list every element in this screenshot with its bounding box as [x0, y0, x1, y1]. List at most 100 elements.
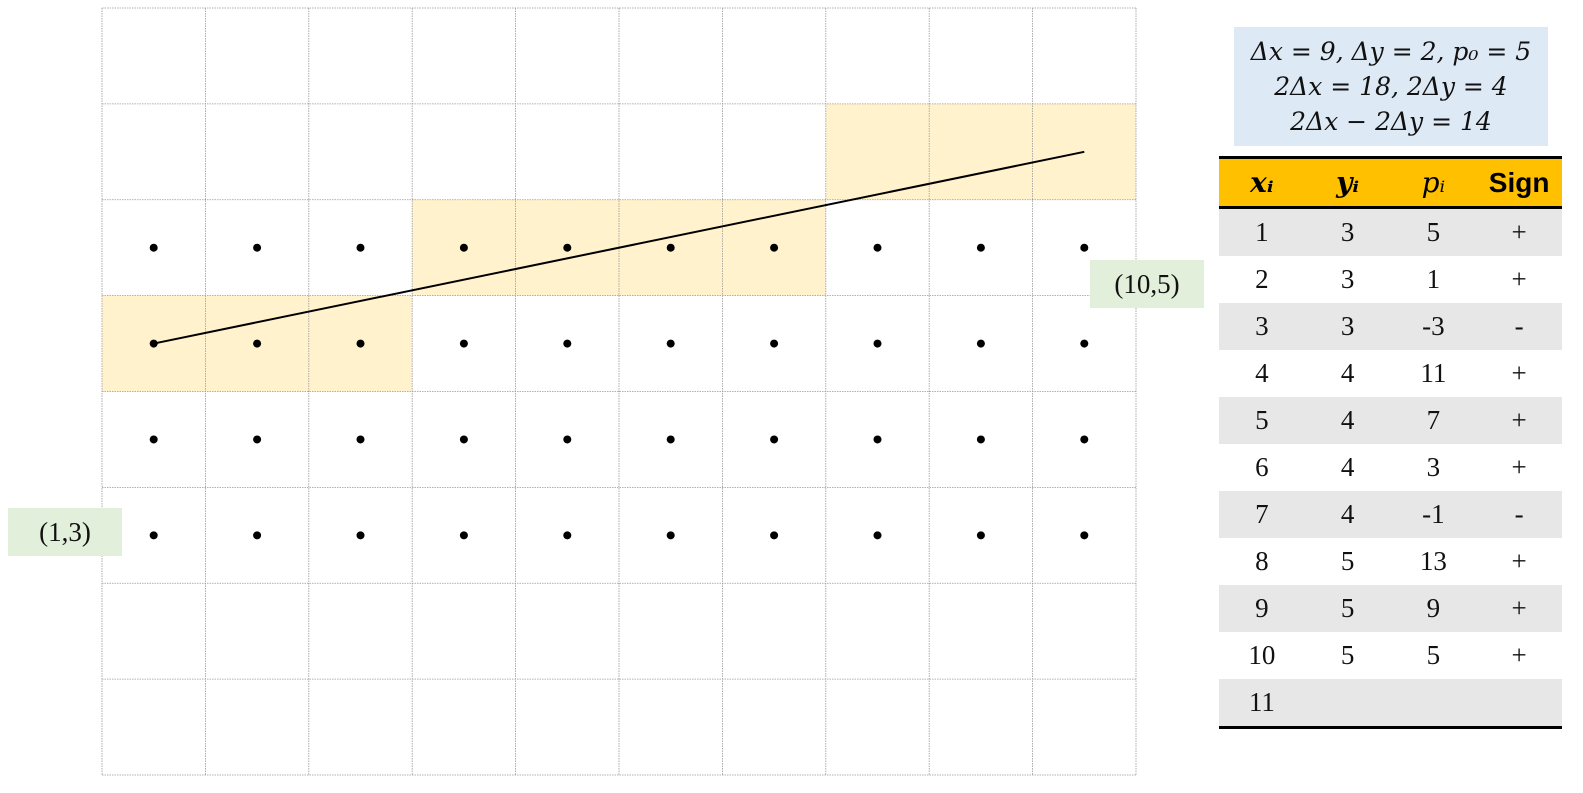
- grid-lines: [101, 7, 1137, 776]
- cell-x: 3: [1219, 303, 1305, 350]
- pixel-dots: [149, 243, 1089, 540]
- cell-y: 3: [1304, 207, 1391, 256]
- line-segment: [153, 150, 1085, 345]
- decision-table: xᵢ yᵢ pᵢ Sign 1 3 5 +2 3 1 +3 3 -3-4 4 11 +5 4 7 +6 4 3 +…: [1219, 156, 1562, 729]
- cell-p: 5: [1390, 632, 1477, 679]
- params-line-1: Δx = 9, Δy = 2, p₀ = 5: [1250, 37, 1532, 66]
- pixel-dot: [563, 339, 572, 348]
- pixel-dot: [666, 243, 675, 252]
- table-row: 8 5 13 +: [1219, 538, 1562, 585]
- pixel-dot: [356, 339, 365, 348]
- pixel-dot: [976, 435, 985, 444]
- pixel-dot: [666, 435, 675, 444]
- header-sign: Sign: [1476, 156, 1562, 209]
- cell-sign: -: [1476, 491, 1562, 538]
- pixel-dot: [1080, 435, 1089, 444]
- pixel-dot: [356, 243, 365, 252]
- cell-y: 3: [1304, 303, 1391, 350]
- cell-y: 4: [1304, 397, 1391, 444]
- cell-y: 4: [1304, 350, 1391, 397]
- table-header-row: xᵢ yᵢ pᵢ Sign: [1219, 156, 1562, 209]
- cell-y: 5: [1304, 585, 1391, 632]
- pixel-dot: [1080, 339, 1089, 348]
- table-row: 4 4 11 +: [1219, 350, 1562, 397]
- highlighted-pixel: [929, 103, 1033, 200]
- pixel-dot: [563, 531, 572, 540]
- cell-sign: +: [1476, 397, 1562, 444]
- params-line-2: 2Δx = 18, 2Δy = 4: [1274, 72, 1508, 101]
- cell-p: 11: [1390, 350, 1477, 397]
- cell-p: [1390, 679, 1477, 729]
- cell-x: 8: [1219, 538, 1305, 585]
- pixel-dot: [253, 435, 262, 444]
- table-row: 11: [1219, 679, 1562, 729]
- pixel-dot: [149, 531, 158, 540]
- pixel-dot: [976, 339, 985, 348]
- header-x: xᵢ: [1219, 156, 1305, 209]
- cell-x: 5: [1219, 397, 1305, 444]
- pixel-dot: [976, 531, 985, 540]
- cell-p: 7: [1390, 397, 1477, 444]
- pixel-dot: [356, 435, 365, 444]
- cell-p: 1: [1390, 256, 1477, 303]
- pixel-dot: [149, 339, 158, 348]
- cell-p: 5: [1390, 207, 1477, 256]
- table-row: 6 4 3 +: [1219, 444, 1562, 491]
- pixel-dot: [873, 531, 882, 540]
- pixel-dot: [770, 531, 779, 540]
- pixel-dot: [976, 243, 985, 252]
- cell-y: 5: [1304, 632, 1391, 679]
- pixel-dot: [770, 435, 779, 444]
- table-row: 2 3 1 +: [1219, 256, 1562, 303]
- pixel-dot: [459, 435, 468, 444]
- cell-x: 6: [1219, 444, 1305, 491]
- cell-x: 7: [1219, 491, 1305, 538]
- pixel-dot: [1080, 531, 1089, 540]
- pixel-dot: [1080, 243, 1089, 252]
- table-row: 7 4 -1-: [1219, 491, 1562, 538]
- pixel-dot: [873, 243, 882, 252]
- cell-y: 3: [1304, 256, 1391, 303]
- cell-y: 5: [1304, 538, 1391, 585]
- cell-p: 13: [1390, 538, 1477, 585]
- table-row: 10 5 5 +: [1219, 632, 1562, 679]
- pixel-dot: [563, 243, 572, 252]
- table-row: 5 4 7 +: [1219, 397, 1562, 444]
- header-y: yᵢ: [1304, 156, 1391, 209]
- cell-y: [1304, 679, 1391, 729]
- table-row: 3 3 -3-: [1219, 303, 1562, 350]
- pixel-dot: [253, 339, 262, 348]
- cell-p: 9: [1390, 585, 1477, 632]
- pixel-dot: [873, 339, 882, 348]
- line-segment-layer: [153, 150, 1085, 345]
- cell-sign: +: [1476, 632, 1562, 679]
- table-body: 1 3 5 +2 3 1 +3 3 -3-4 4 11 +5 4 7 +6 4 3 +7 4 -1-8 5 13 +9 5 9 +…: [1219, 207, 1562, 729]
- cell-p: -1: [1390, 491, 1477, 538]
- cell-sign: +: [1476, 350, 1562, 397]
- cell-x: 9: [1219, 585, 1305, 632]
- pixel-dot: [459, 339, 468, 348]
- cell-sign: +: [1476, 207, 1562, 256]
- cell-sign: +: [1476, 538, 1562, 585]
- pixel-dot: [459, 243, 468, 252]
- cell-sign: -: [1476, 303, 1562, 350]
- end-point-label: (10,5): [1090, 260, 1204, 308]
- highlighted-pixel: [825, 103, 930, 200]
- cell-y: 4: [1304, 444, 1391, 491]
- cell-x: 10: [1219, 632, 1305, 679]
- cell-y: 4: [1304, 491, 1391, 538]
- cell-x: 11: [1219, 679, 1305, 729]
- cell-p: -3: [1390, 303, 1477, 350]
- cell-sign: +: [1476, 585, 1562, 632]
- pixel-dot: [149, 243, 158, 252]
- params-line-3: 2Δx − 2Δy = 14: [1290, 107, 1492, 136]
- table-row: 9 5 9 +: [1219, 585, 1562, 632]
- cell-x: 1: [1219, 207, 1305, 256]
- table-row: 1 3 5 +: [1219, 207, 1562, 256]
- cell-p: 3: [1390, 444, 1477, 491]
- pixel-dot: [770, 339, 779, 348]
- cell-x: 4: [1219, 350, 1305, 397]
- pixel-dot: [563, 435, 572, 444]
- pixel-dot: [459, 531, 468, 540]
